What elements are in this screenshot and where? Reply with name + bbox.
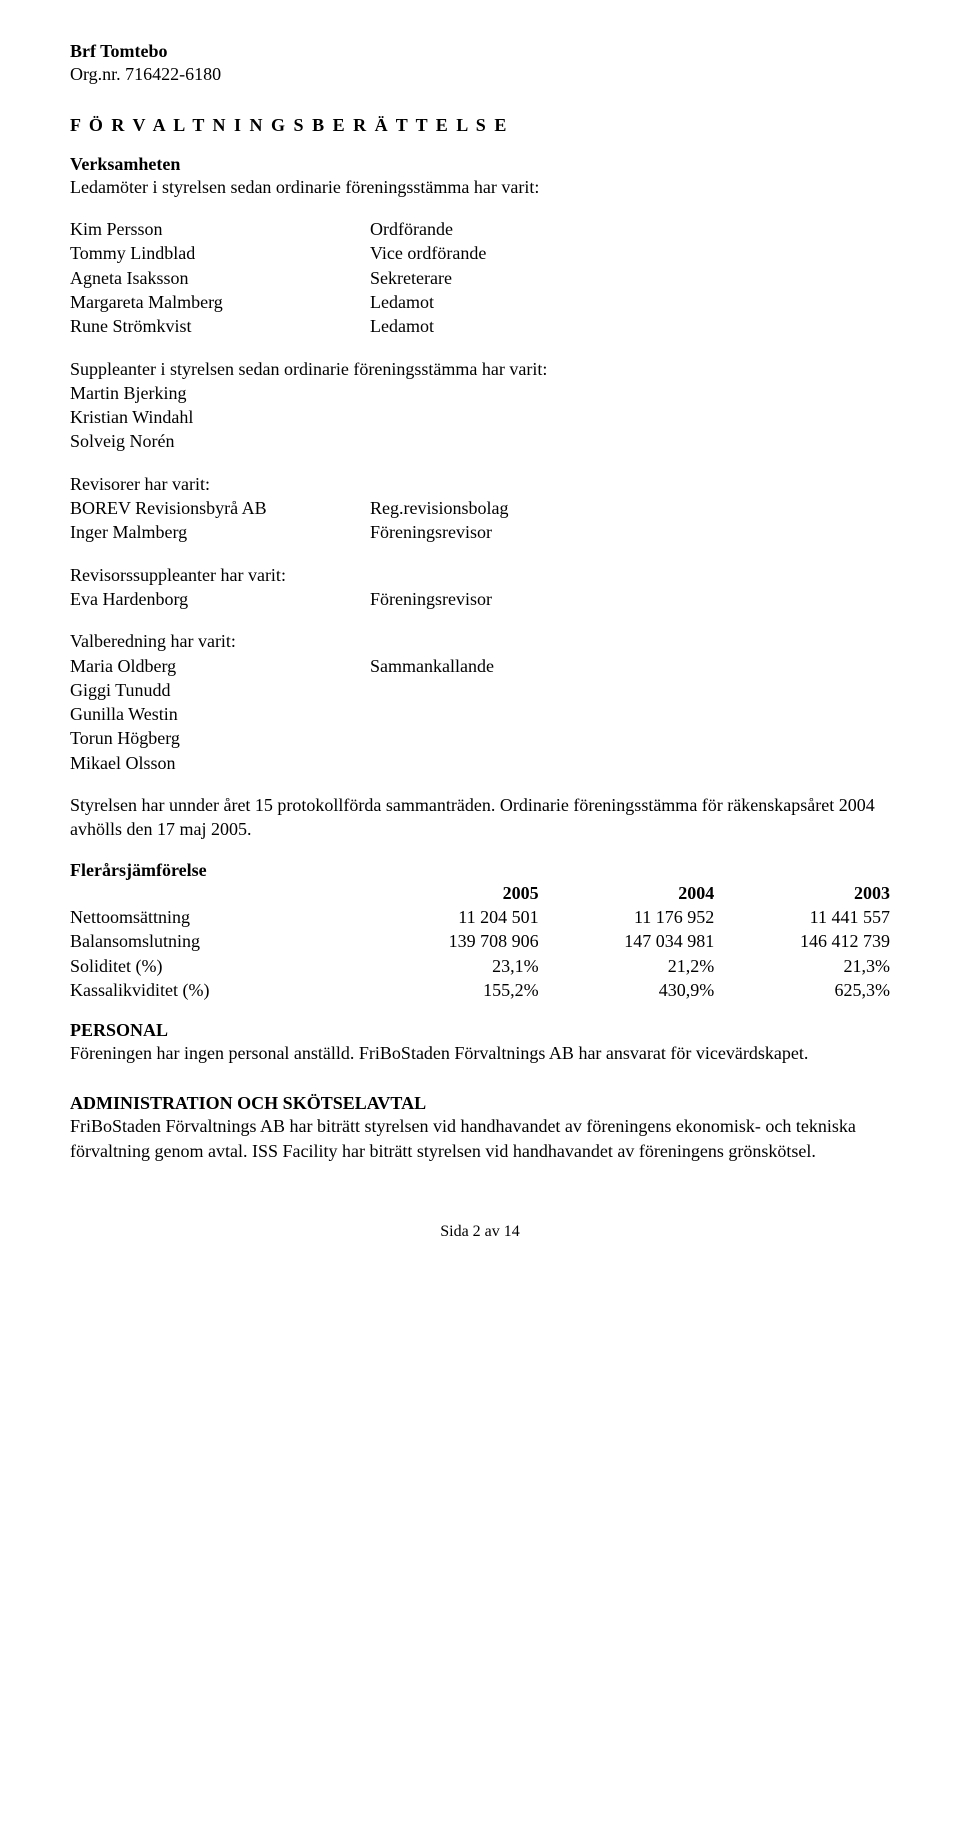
row-value: 11 441 557 [714,905,890,929]
org-name: Brf Tomtebo [70,40,890,63]
member-name: Margareta Malmberg [70,290,370,314]
row-label: Nettoomsättning [70,905,363,929]
row-label: Kassalikviditet (%) [70,978,363,1002]
revsupp-name: Eva Hardenborg [70,587,370,611]
row-value: 139 708 906 [363,929,539,953]
revisorer-intro: Revisorer har varit: [70,472,890,496]
suppleant-name: Solveig Norén [70,429,890,453]
revisor-role: Reg.revisionsbolag [370,496,890,520]
revisor-role: Föreningsrevisor [370,520,890,544]
admin-text: FriBoStaden Förvaltnings AB har biträtt … [70,1114,890,1163]
revisorer-section: Revisorer har varit: BOREV Revisionsbyrå… [70,472,890,545]
page-container: Brf Tomtebo Org.nr. 716422-6180 F Ö R V … [0,0,960,1281]
member-role: Ledamot [370,290,890,314]
row-value: 147 034 981 [539,929,715,953]
verksamheten-heading: Verksamheten [70,154,890,175]
row-value: 21,2% [539,954,715,978]
row-value: 11 204 501 [363,905,539,929]
table-row: Soliditet (%) 23,1% 21,2% 21,3% [70,954,890,978]
comparison-table: 2005 2004 2003 Nettoomsättning 11 204 50… [70,881,890,1002]
row-value: 155,2% [363,978,539,1002]
flerars-section: Flerårsjämförelse 2005 2004 2003 Nettoom… [70,860,890,1002]
row-label: Soliditet (%) [70,954,363,978]
board-members-list: Kim Persson Tommy Lindblad Agneta Isakss… [70,217,890,338]
revisor-name: BOREV Revisionsbyrå AB [70,496,370,520]
year-col: 2005 [503,883,539,903]
org-number: Org.nr. 716422-6180 [70,63,890,86]
table-header-row: 2005 2004 2003 [70,881,890,905]
member-role: Ledamot [370,314,890,338]
row-value: 430,9% [539,978,715,1002]
suppleanter-intro: Suppleanter i styrelsen sedan ordinarie … [70,357,890,381]
row-value: 23,1% [363,954,539,978]
suppleant-name: Kristian Windahl [70,405,890,429]
valberedning-name: Torun Högberg [70,726,370,750]
member-name: Kim Persson [70,217,370,241]
valberedning-role: Sammankallande [370,654,890,678]
flerars-heading: Flerårsjämförelse [70,860,890,881]
valberedning-name: Gunilla Westin [70,702,370,726]
protokoll-paragraph: Styrelsen har unnder året 15 protokollfö… [70,793,890,842]
row-value: 11 176 952 [539,905,715,929]
member-role: Vice ordförande [370,241,890,265]
member-role: Sekreterare [370,266,890,290]
row-value: 21,3% [714,954,890,978]
main-title: F Ö R V A L T N I N G S B E R Ä T T E L … [70,115,890,136]
page-footer: Sida 2 av 14 [70,1223,890,1241]
suppleanter-section: Suppleanter i styrelsen sedan ordinarie … [70,357,890,454]
valberedning-intro: Valberedning har varit: [70,629,890,653]
valberedning-name: Mikael Olsson [70,751,370,775]
document-header: Brf Tomtebo Org.nr. 716422-6180 [70,40,890,87]
member-roles-col: Ordförande Vice ordförande Sekreterare L… [370,217,890,338]
verksamheten-section: Verksamheten Ledamöter i styrelsen sedan… [70,154,890,199]
row-value: 146 412 739 [714,929,890,953]
personal-section: PERSONAL Föreningen har ingen personal a… [70,1020,890,1065]
valberedning-name: Maria Oldberg [70,654,370,678]
valberedning-section: Valberedning har varit: Maria Oldberg Gi… [70,629,890,775]
year-col: 2004 [678,883,714,903]
revisor-name: Inger Malmberg [70,520,370,544]
admin-section: ADMINISTRATION OCH SKÖTSELAVTAL FriBoSta… [70,1093,890,1163]
row-value: 625,3% [714,978,890,1002]
member-role: Ordförande [370,217,890,241]
revsupp-role: Föreningsrevisor [370,587,890,611]
member-name: Tommy Lindblad [70,241,370,265]
valberedning-name: Giggi Tunudd [70,678,370,702]
year-col: 2003 [854,883,890,903]
revisorssuppleanter-intro: Revisorssuppleanter har varit: [70,563,890,587]
row-label: Balansomslutning [70,929,363,953]
verksamheten-intro: Ledamöter i styrelsen sedan ordinarie fö… [70,175,890,199]
member-name: Rune Strömkvist [70,314,370,338]
personal-heading: PERSONAL [70,1020,890,1041]
table-row: Nettoomsättning 11 204 501 11 176 952 11… [70,905,890,929]
admin-heading: ADMINISTRATION OCH SKÖTSELAVTAL [70,1093,890,1114]
personal-text: Föreningen har ingen personal anställd. … [70,1041,890,1065]
revisorssuppleanter-section: Revisorssuppleanter har varit: Eva Harde… [70,563,890,612]
table-row: Kassalikviditet (%) 155,2% 430,9% 625,3% [70,978,890,1002]
suppleant-name: Martin Bjerking [70,381,890,405]
table-row: Balansomslutning 139 708 906 147 034 981… [70,929,890,953]
member-names-col: Kim Persson Tommy Lindblad Agneta Isakss… [70,217,370,338]
member-name: Agneta Isaksson [70,266,370,290]
